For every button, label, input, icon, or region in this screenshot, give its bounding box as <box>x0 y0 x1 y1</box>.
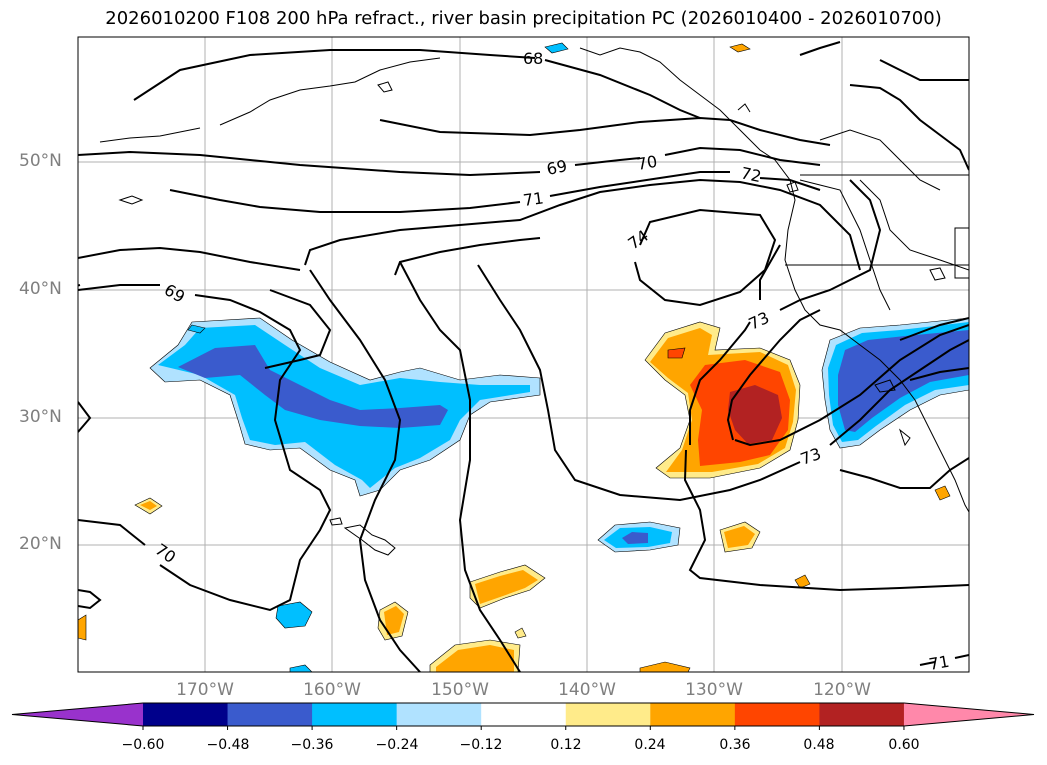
map-title: 2026010200 F108 200 hPa refract., river … <box>105 8 942 29</box>
coastlines <box>99 47 969 556</box>
colorbar-tick-neg060: −0.60 <box>121 737 165 753</box>
positive-anomaly-small-patches <box>78 43 951 672</box>
lon-label-120w: 120°W <box>813 680 871 700</box>
colorbar-cell <box>396 703 482 726</box>
lat-label-40n: 40°N <box>19 279 62 299</box>
contour-label-68: 68 <box>523 49 543 68</box>
lat-label-20n: 20°N <box>19 534 62 554</box>
contour-label-69: 69 <box>545 156 569 179</box>
colorbar-tick-012: 0.12 <box>550 737 582 753</box>
colorbar-cell <box>481 703 567 726</box>
colorbar-outline <box>11 702 1035 727</box>
colorbar-cell <box>565 703 651 726</box>
contour-label-71: 71 <box>522 188 545 210</box>
map-plot: 68 69 70 71 72 74 73 69 70 73 71 <box>77 36 970 674</box>
colorbar-tick-neg024: −0.24 <box>375 737 419 753</box>
colorbar-tick-neg036: −0.36 <box>290 737 334 753</box>
colorbar-tick-neg048: −0.48 <box>206 737 250 753</box>
colorbar-tick-036: 0.36 <box>719 737 751 753</box>
colorbar-cell <box>312 703 398 726</box>
negative-anomaly-region-west <box>149 317 541 497</box>
colorbar-cell <box>819 703 905 726</box>
colorbar-cell <box>650 703 736 726</box>
lon-label-130w: 130°W <box>685 680 743 700</box>
colorbar-cell <box>143 703 229 726</box>
colorbar-cell <box>734 703 820 726</box>
contour-label-72: 72 <box>739 163 763 186</box>
colorbar-extend-high <box>903 703 1034 726</box>
contour-label-71-south: 71 <box>927 652 950 674</box>
lon-label-160w: 160°W <box>303 680 361 700</box>
lon-label-140w: 140°W <box>558 680 616 700</box>
colorbar-tick-024: 0.24 <box>634 737 666 753</box>
colorbar-extend-low <box>12 703 143 726</box>
colorbar-tick-neg012: −0.12 <box>459 737 503 753</box>
negative-anomaly-small-patches <box>275 42 681 672</box>
lat-label-30n: 30°N <box>19 407 62 427</box>
lon-label-150w: 150°W <box>431 680 489 700</box>
map-frame <box>77 36 970 673</box>
colorbar-tick-048: 0.48 <box>803 737 835 753</box>
colorbar-tick-060: 0.60 <box>888 737 920 753</box>
refractivity-contours <box>78 41 969 672</box>
colorbar-cell <box>227 703 313 726</box>
lon-label-170w: 170°W <box>176 680 234 700</box>
lat-label-50n: 50°N <box>19 151 62 171</box>
contour-label-70: 70 <box>635 152 658 174</box>
